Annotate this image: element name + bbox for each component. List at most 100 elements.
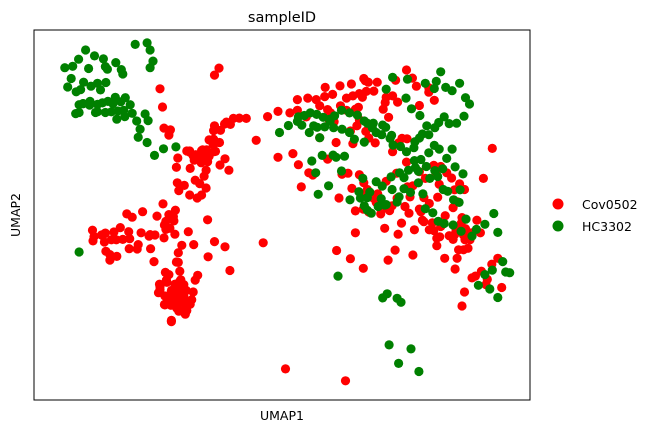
data-point-cov0502 (292, 95, 302, 105)
data-point-cov0502 (388, 147, 398, 157)
data-point-hc3302 (148, 56, 158, 66)
data-point-cov0502 (201, 152, 211, 162)
legend-marker-cov0502 (552, 198, 564, 210)
data-point-hc3302 (420, 204, 430, 214)
plot-frame (33, 29, 531, 401)
data-point-hc3302 (458, 169, 468, 179)
data-point-hc3302 (480, 270, 490, 280)
data-point-cov0502 (173, 257, 183, 267)
data-point-hc3302 (395, 141, 406, 152)
chart-title: sampleID (248, 10, 316, 26)
data-point-cov0502 (201, 183, 211, 193)
data-point-cov0502 (175, 276, 185, 286)
data-point-hc3302 (434, 144, 444, 154)
data-point-cov0502 (203, 215, 213, 225)
data-point-hc3302 (424, 148, 434, 158)
data-point-cov0502 (155, 84, 165, 94)
data-point-cov0502 (152, 211, 162, 221)
data-point-cov0502 (408, 250, 418, 260)
data-point-cov0502 (241, 113, 251, 123)
data-point-cov0502 (393, 97, 403, 107)
data-point-cov0502 (173, 248, 183, 258)
data-point-hc3302 (382, 289, 392, 299)
data-point-cov0502 (332, 245, 342, 256)
data-point-hc3302 (489, 208, 499, 219)
data-point-cov0502 (150, 230, 160, 240)
data-point-cov0502 (182, 146, 192, 156)
data-point-hc3302 (452, 118, 462, 128)
series-hc3302-points (60, 38, 515, 377)
data-point-cov0502 (138, 207, 148, 217)
data-point-hc3302 (345, 195, 355, 205)
data-point-hc3302 (68, 61, 78, 71)
data-point-cov0502 (424, 225, 434, 235)
data-point-hc3302 (112, 114, 122, 124)
data-point-hc3302 (447, 144, 457, 154)
data-point-cov0502 (203, 252, 213, 262)
data-point-cov0502 (136, 228, 146, 238)
data-point-hc3302 (429, 83, 439, 94)
data-point-hc3302 (413, 166, 423, 176)
data-point-hc3302 (317, 150, 327, 160)
data-point-cov0502 (190, 275, 200, 285)
data-point-cov0502 (463, 243, 473, 253)
data-point-hc3302 (359, 116, 369, 126)
data-point-hc3302 (406, 104, 417, 114)
data-point-hc3302 (63, 82, 73, 92)
data-point-cov0502 (467, 273, 477, 283)
data-point-cov0502 (99, 237, 109, 247)
data-point-cov0502 (169, 216, 179, 226)
data-point-cov0502 (390, 245, 400, 255)
data-point-cov0502 (133, 240, 143, 250)
data-point-hc3302 (274, 127, 285, 138)
data-point-cov0502 (179, 298, 189, 308)
data-point-cov0502 (124, 227, 134, 237)
data-point-hc3302 (447, 86, 457, 96)
data-point-cov0502 (411, 81, 421, 91)
data-point-hc3302 (461, 214, 471, 224)
data-point-hc3302 (464, 99, 475, 109)
data-point-hc3302 (125, 100, 135, 110)
data-point-hc3302 (448, 220, 458, 230)
data-point-hc3302 (320, 122, 330, 132)
data-point-hc3302 (293, 112, 303, 122)
data-point-hc3302 (487, 265, 497, 275)
data-point-hc3302 (493, 292, 503, 303)
legend: Cov0502 HC3302 (552, 197, 638, 234)
data-point-cov0502 (396, 218, 407, 228)
data-point-cov0502 (323, 105, 333, 115)
data-point-cov0502 (164, 210, 174, 220)
data-point-hc3302 (406, 344, 416, 354)
legend-marker-hc3302 (552, 220, 564, 232)
data-point-cov0502 (118, 234, 128, 244)
data-point-cov0502 (402, 134, 412, 144)
data-point-hc3302 (439, 218, 449, 229)
data-point-hc3302 (386, 172, 396, 182)
data-point-cov0502 (457, 301, 467, 311)
data-point-hc3302 (456, 226, 466, 236)
data-point-cov0502 (273, 106, 283, 116)
data-point-cov0502 (346, 79, 356, 89)
data-point-cov0502 (345, 254, 355, 264)
data-point-cov0502 (472, 215, 482, 225)
data-point-cov0502 (357, 92, 367, 102)
data-point-hc3302 (394, 358, 404, 368)
data-point-cov0502 (187, 295, 197, 305)
data-point-hc3302 (66, 73, 76, 84)
data-point-hc3302 (344, 127, 355, 138)
data-point-hc3302 (388, 140, 398, 150)
data-point-hc3302 (81, 45, 91, 55)
data-point-hc3302 (424, 130, 434, 140)
data-point-cov0502 (127, 212, 137, 222)
data-point-hc3302 (135, 124, 145, 134)
data-point-cov0502 (157, 102, 168, 112)
data-point-cov0502 (433, 192, 443, 202)
data-point-hc3302 (473, 280, 483, 290)
data-point-hc3302 (401, 147, 412, 157)
data-point-hc3302 (381, 84, 391, 94)
data-point-cov0502 (288, 149, 298, 159)
data-point-cov0502 (106, 235, 116, 245)
data-point-hc3302 (409, 156, 419, 166)
data-point-cov0502 (372, 77, 382, 87)
data-point-cov0502 (383, 255, 393, 265)
